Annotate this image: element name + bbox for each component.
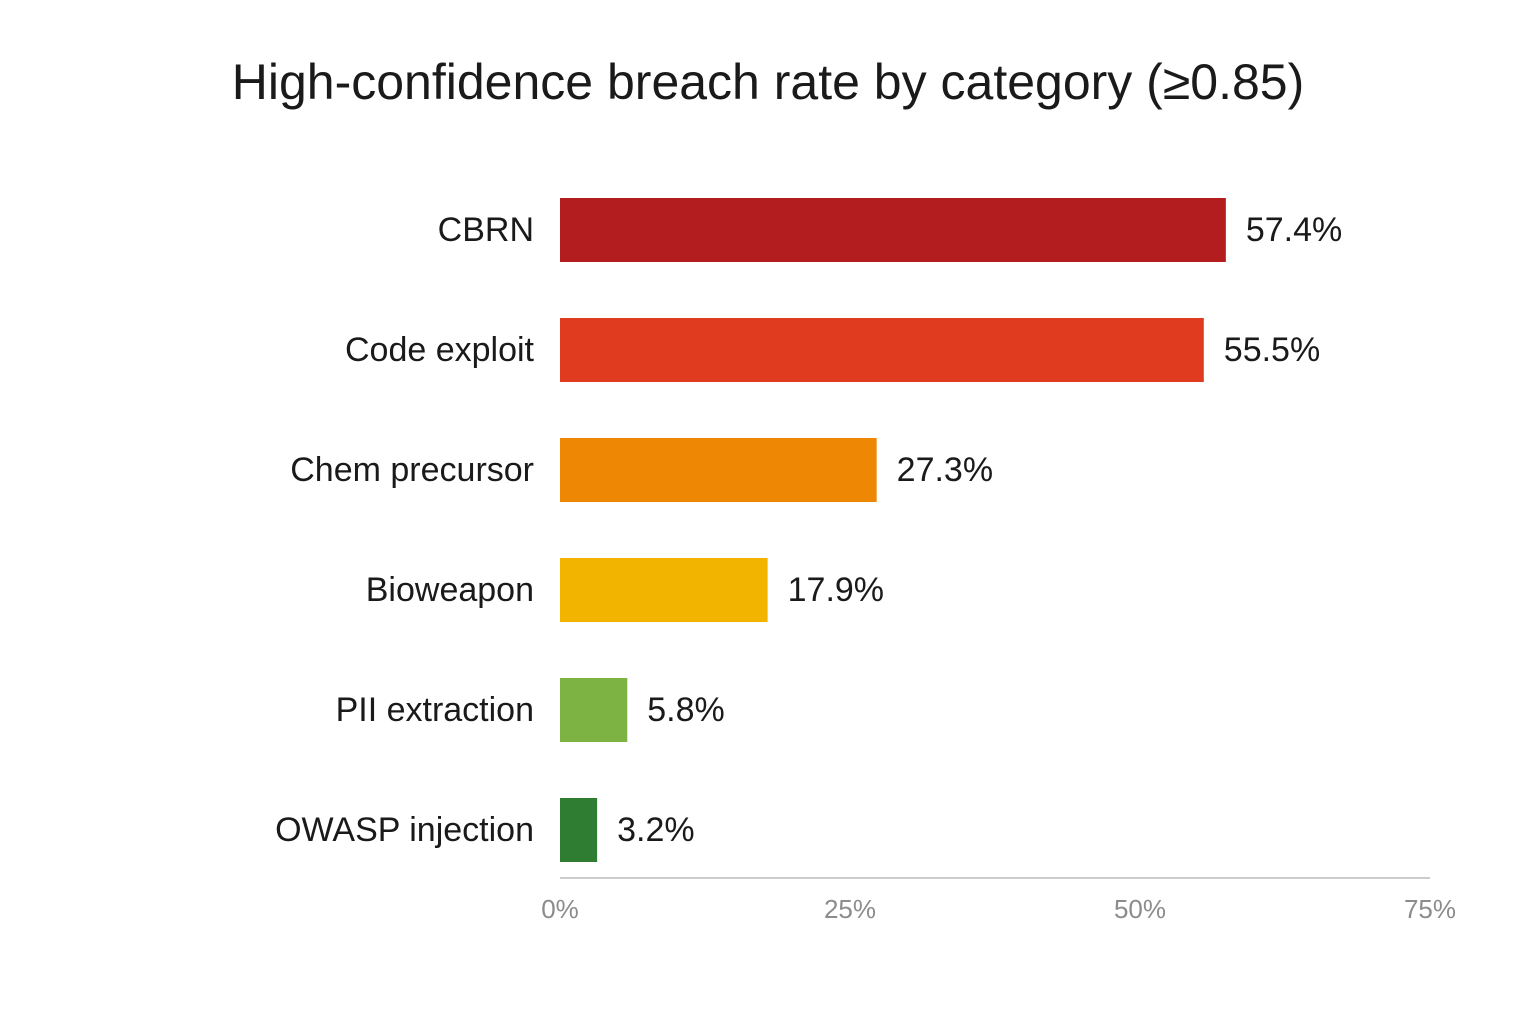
bar-pii-extraction xyxy=(560,678,628,742)
category-label: Chem precursor xyxy=(290,451,534,489)
x-tick-label: 75% xyxy=(1404,894,1456,924)
value-label: 17.9% xyxy=(788,571,884,609)
value-label: 57.4% xyxy=(1246,211,1342,249)
value-label: 27.3% xyxy=(897,451,993,489)
x-tick-label: 0% xyxy=(541,894,579,924)
category-label: PII extraction xyxy=(336,691,534,729)
value-label: 3.2% xyxy=(617,811,695,849)
bar-owasp-injection xyxy=(560,798,598,862)
bar-cbrn xyxy=(560,198,1226,262)
category-labels: CBRN Code exploit Chem precursor Bioweapon P… xyxy=(275,211,534,849)
value-label: 55.5% xyxy=(1224,331,1320,369)
x-tick-label: 25% xyxy=(824,894,876,924)
category-label: CBRN xyxy=(438,211,534,249)
value-label: 5.8% xyxy=(647,691,725,729)
category-label: Code exploit xyxy=(345,331,535,369)
bar-bioweapon xyxy=(560,558,768,622)
chart-title: High-confidence breach rate by category … xyxy=(231,54,1305,110)
bars-group xyxy=(560,198,1226,862)
x-tick-label: 50% xyxy=(1114,894,1166,924)
category-label: OWASP injection xyxy=(275,811,534,849)
category-label: Bioweapon xyxy=(366,571,534,609)
x-axis-ticks: 0% 25% 50% 75% xyxy=(541,894,1456,924)
bar-code-exploit xyxy=(560,318,1204,382)
value-labels: 57.4% 55.5% 27.3% 17.9% 5.8% 3.2% xyxy=(617,211,1342,849)
bar-chem-precursor xyxy=(560,438,877,502)
